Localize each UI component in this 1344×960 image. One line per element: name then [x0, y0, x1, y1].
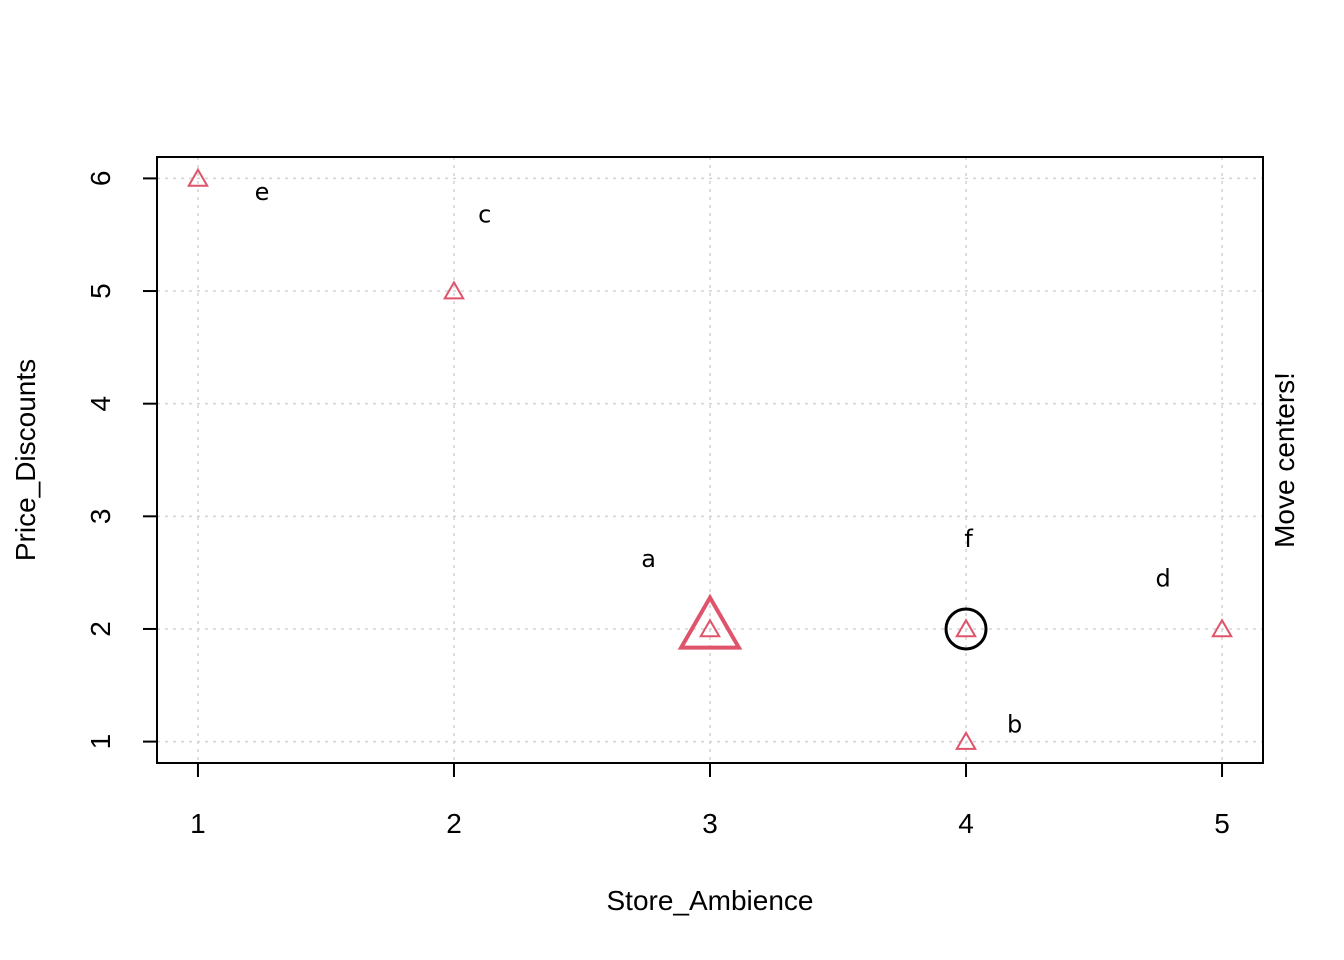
x-tick-label: 4	[958, 808, 974, 839]
center-circle	[944, 607, 988, 651]
y-tick-label: 3	[85, 509, 116, 525]
y-tick-label: 5	[85, 283, 116, 299]
data-points	[186, 167, 1234, 750]
y-tick-label: 1	[85, 734, 116, 750]
y-tick-label: 6	[85, 171, 116, 187]
data-point-triangle	[186, 167, 209, 187]
cluster-centers	[677, 593, 988, 651]
y-tick-label: 4	[85, 396, 116, 412]
point-label: d	[1156, 564, 1171, 592]
data-point-triangle	[955, 730, 977, 750]
y-axis-title: Price_Discounts	[10, 359, 41, 561]
x-axis-title: Store_Ambience	[606, 885, 813, 916]
x-tick-label: 5	[1214, 808, 1230, 839]
data-point-triangle	[955, 618, 977, 638]
point-label: e	[255, 178, 270, 206]
point-label: b	[1007, 711, 1022, 739]
point-label: a	[641, 545, 656, 573]
right-side-label: Move centers!	[1269, 372, 1300, 548]
x-tick-label: 2	[446, 808, 462, 839]
point-labels: e c a f d b	[255, 178, 1171, 739]
data-point-triangle	[699, 618, 721, 638]
point-label: f	[964, 525, 973, 553]
point-label: c	[478, 200, 491, 228]
center-large-triangle	[677, 593, 743, 650]
y-tick-label: 2	[85, 621, 116, 637]
grid-lines	[157, 157, 1263, 763]
data-point-triangle	[1211, 618, 1234, 638]
x-axis: 1 2 3 4 5	[190, 763, 1230, 839]
x-tick-label: 3	[702, 808, 718, 839]
data-point-triangle	[443, 280, 465, 300]
y-axis: 1 2 3 4 5 6	[85, 171, 157, 750]
x-tick-label: 1	[190, 808, 206, 839]
